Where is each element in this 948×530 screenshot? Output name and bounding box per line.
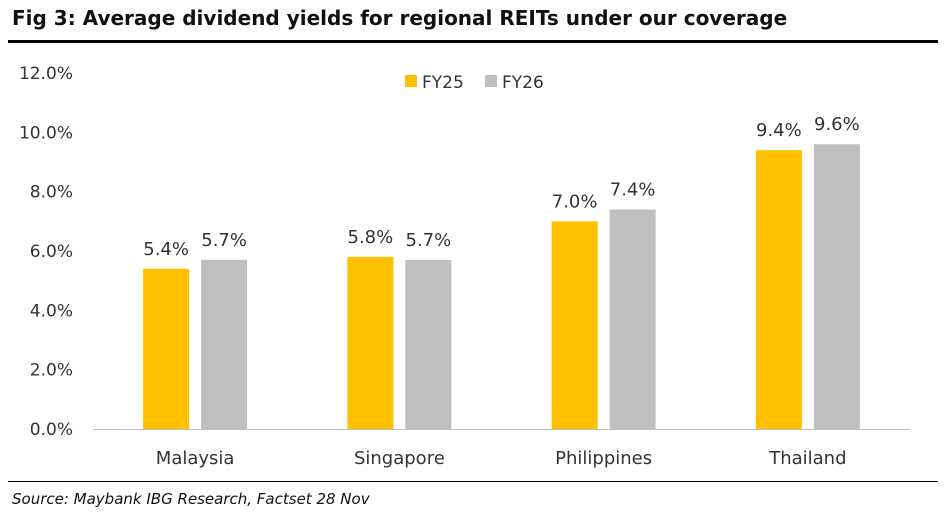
legend-swatch-fy25 [405, 75, 417, 87]
data-label: 5.4% [143, 239, 189, 260]
y-tick-label: 0.0% [30, 420, 73, 440]
bar-fy25 [347, 256, 394, 429]
source-divider [8, 481, 938, 482]
legend-swatch-fy26 [485, 75, 497, 87]
data-label: 5.7% [406, 230, 452, 251]
category-label: Philippines [555, 448, 652, 469]
bar-fy25 [551, 221, 598, 429]
bar-fy26 [201, 259, 248, 429]
data-label: 9.6% [814, 114, 860, 135]
category-label: Thailand [768, 448, 846, 469]
title-divider [8, 40, 938, 43]
bar-fy26 [609, 209, 656, 429]
legend: FY25 FY26 [405, 73, 544, 93]
data-label: 5.7% [201, 230, 247, 251]
y-tick-label: 10.0% [19, 123, 73, 143]
data-label: 7.0% [552, 191, 598, 212]
data-label: 9.4% [756, 120, 802, 141]
bar-fy25 [755, 150, 802, 429]
category-labels: Malaysia Singapore Philippines Thailand [156, 448, 847, 469]
y-axis-ticks: 0.0% 2.0% 4.0% 6.0% 8.0% 10.0% 12.0% [19, 64, 73, 440]
y-tick-label: 4.0% [30, 301, 73, 321]
bar-fy26 [405, 259, 452, 429]
legend-label: FY25 [422, 73, 464, 93]
figure-title: Fig 3: Average dividend yields for regio… [12, 6, 788, 30]
bar-fy25 [143, 268, 190, 429]
data-labels: 5.4% 5.7% 5.8% 5.7% 7.0% 7.4% 9.4% 9.6% [143, 114, 859, 260]
y-tick-label: 8.0% [30, 183, 73, 203]
category-label: Singapore [354, 448, 445, 469]
data-label: 7.4% [610, 179, 656, 200]
y-tick-label: 6.0% [30, 242, 73, 262]
bar-group [143, 144, 860, 429]
category-label: Malaysia [156, 448, 235, 469]
bar-chart: 0.0%2.0%4.0%6.0%8.0%10.0%12.0% 5.4% 5.7% 5… [19, 64, 910, 469]
legend-label: FY26 [502, 73, 544, 93]
data-label: 5.8% [348, 227, 394, 248]
y-tick-label: 12.0% [19, 64, 73, 84]
y-tick-label: 2.0% [30, 361, 73, 381]
source-note: Source: Maybank IBG Research, Factset 28… [12, 490, 370, 508]
bar-fy26 [813, 144, 860, 429]
